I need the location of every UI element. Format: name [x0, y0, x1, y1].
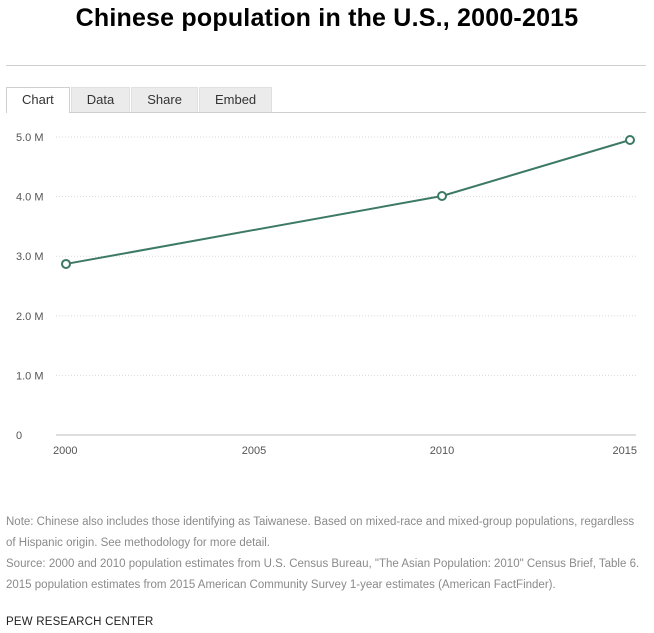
- x-tick-label: 2010: [430, 445, 454, 457]
- series-line: [65, 139, 631, 265]
- y-tick-label: 1.0 M: [16, 370, 44, 382]
- note-text: Note: Chinese also includes those identi…: [6, 516, 635, 549]
- source-text: Source: 2000 and 2010 population estimat…: [6, 558, 640, 591]
- y-tick-label: 3.0 M: [16, 251, 44, 263]
- tabs-divider: [6, 112, 646, 113]
- line-chart: 0 1.0 M 2.0 M 3.0 M 4.0 M 5.0 M 2000 2005 2010 20…: [16, 132, 637, 457]
- tab-share[interactable]: Share: [131, 87, 198, 112]
- y-tick-label: 5.0 M: [16, 132, 44, 144]
- x-tick-label: 2000: [53, 445, 77, 457]
- y-tick-label: 2.0 M: [16, 311, 44, 323]
- data-point: [61, 258, 71, 269]
- tab-chart[interactable]: Chart: [6, 87, 70, 113]
- title-divider: [6, 65, 646, 66]
- tab-data[interactable]: Data: [70, 87, 131, 112]
- chart-title: Chinese population in the U.S., 2000-201…: [75, 4, 579, 32]
- data-point: [437, 191, 447, 202]
- x-tick-label: 2015: [613, 445, 637, 457]
- x-tick-label: 2005: [242, 445, 266, 457]
- data-point: [625, 134, 635, 145]
- tab-embed[interactable]: Embed: [198, 87, 273, 112]
- chart-notes: Note: Chinese also includes those identi…: [6, 512, 646, 596]
- brand-label: PEW RESEARCH CENTER: [6, 616, 154, 628]
- tab-bar: Chart Data Share Embed: [6, 87, 273, 113]
- y-tick-label: 4.0 M: [16, 192, 44, 204]
- y-tick-label: 0: [16, 430, 22, 442]
